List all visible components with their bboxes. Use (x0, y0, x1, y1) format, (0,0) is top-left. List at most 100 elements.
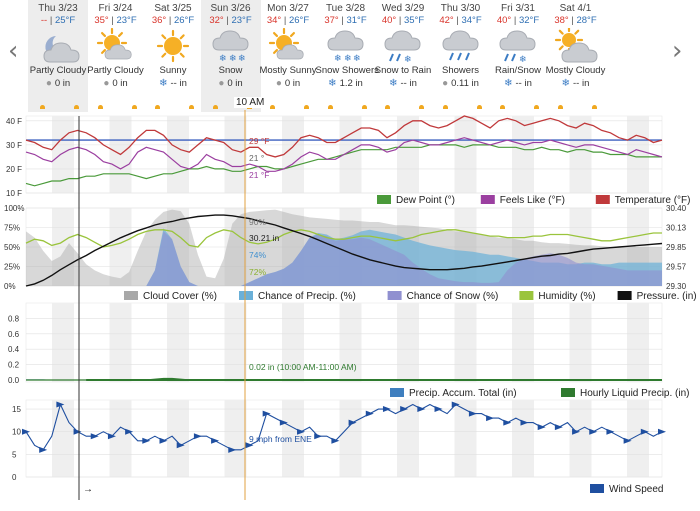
high-temp: 34° (266, 15, 282, 26)
day-condition: Partly Cloudy (29, 65, 87, 76)
night-shading (109, 303, 132, 382)
rain-drop-icon: ● (275, 78, 282, 89)
low-temp: 23°F (231, 15, 252, 26)
legend-swatch (561, 388, 575, 397)
night-shading (224, 303, 247, 382)
precip-value: 0 in (227, 78, 243, 89)
day-precip-amount: ● 0 in (201, 78, 261, 89)
day-condition: Partly Cloudy (87, 65, 144, 76)
wind-direction-arrow-icon (382, 406, 391, 413)
wind-direction-arrow-icon (640, 428, 649, 435)
rain-drop-icon: ● (103, 78, 110, 89)
day-card[interactable]: Sat 3/25 36° | 26°F Sunny ❄ -- in (143, 0, 203, 112)
day-precip-amount: ❄ 1.2 in (316, 78, 376, 89)
night-shading (224, 116, 247, 193)
y-tick-label-right: 29.57 (666, 263, 687, 272)
precip-value: -- in (170, 78, 187, 89)
temperature-readout: 29 °F (249, 136, 269, 146)
sun-marker (327, 105, 333, 109)
partly-cloudy-night-icon (36, 28, 80, 64)
y-tick-label-right: 30.40 (666, 204, 687, 213)
night-shading (627, 400, 649, 477)
next-days-arrow-icon[interactable]: › (672, 36, 683, 66)
wind-direction-arrow-icon (211, 437, 220, 444)
wind-direction-arrow-icon (520, 419, 529, 426)
day-card[interactable]: Mon 3/27 34° | 26°F Mostly Sunny ● 0 in (258, 0, 318, 112)
day-date: Sat 3/25 (154, 3, 192, 14)
legend-label: Cloud Cover (%) (143, 291, 217, 302)
wind-direction-arrow-icon (468, 410, 477, 417)
high-temp: 32° (209, 15, 224, 26)
rain-drop-icon: ● (442, 78, 449, 89)
wind-direction-arrow-icon (262, 410, 271, 417)
day-card[interactable]: Thu 3/23 -- | 25°F Partly Cloudy ● 0 in (28, 0, 88, 112)
wind-direction-arrow-icon (348, 419, 357, 426)
snowflake-icon: ❄ (159, 78, 168, 89)
legend-label: Pressure. (in) (637, 291, 697, 302)
day-condition: Snow to Rain (374, 65, 432, 76)
day-condition: Mostly Cloudy (545, 65, 606, 76)
y-tick-label: 10 F (6, 189, 22, 198)
wind-direction-arrow-icon (486, 415, 495, 422)
legend-swatch (390, 388, 404, 397)
svg-text:❄: ❄ (519, 54, 527, 64)
y-tick-label-right: 30.13 (666, 224, 687, 233)
day-card[interactable]: Tue 3/28 37° | 31°F ❄ ❄ ❄ Snow Showers ❄ 1.2 in (316, 0, 379, 112)
day-temperatures: 36° | 26°F (151, 15, 195, 26)
day-date: Sat 4/1 (559, 3, 592, 14)
night-shading (454, 116, 477, 193)
sun-marker (419, 105, 424, 109)
day-precip-amount: ● 0 in (258, 78, 318, 89)
previous-days-arrow-icon[interactable]: ‹ (8, 36, 19, 66)
day-card[interactable]: Sun 3/26 32° | 23°F ❄ ❄ ❄ Snow ● 0 in (200, 0, 261, 112)
wind-direction-arrow-icon (554, 424, 563, 431)
wind-direction-arrow-icon (297, 428, 306, 435)
night-shading (397, 116, 419, 193)
legend-swatch (377, 195, 391, 204)
wind-direction-arrow-icon (193, 433, 202, 440)
sun-marker (97, 105, 103, 109)
legend-swatch (617, 291, 632, 300)
y-tick-label: 0% (4, 282, 16, 291)
night-shading (569, 303, 592, 382)
wind-direction-arrow-icon (125, 428, 134, 435)
wind-direction-arrow-icon (22, 428, 30, 435)
day-card[interactable]: Fri 3/24 35° | 23°F Partly Cloudy ● 0 in (86, 0, 146, 112)
legend-swatch (595, 195, 610, 204)
day-card[interactable]: Wed 3/29 40° | 35°F ❄ Snow to Rain ❄ -- in (373, 0, 433, 112)
night-shading (397, 400, 419, 477)
wind-direction-arrow-icon (434, 406, 443, 413)
night-shading (569, 400, 592, 477)
wind-direction-arrow-icon (589, 428, 598, 435)
wind-direction-arrow-icon (142, 437, 151, 444)
y-tick-label: 40 F (6, 117, 22, 126)
day-card[interactable]: Sat 4/1 38° | 28°F Mostly Cloudy ❄ -- in (546, 0, 606, 112)
precip-value: 0 in (54, 78, 71, 89)
timeline-arrow-icon: → (83, 484, 93, 495)
wind-direction-arrow-icon (400, 406, 409, 413)
high-temp: 40° (381, 15, 397, 26)
day-card[interactable]: Fri 3/31 40° | 32°F ❄ Rain/Snow ❄ -- in (488, 0, 548, 112)
high-temp: 35° (94, 15, 109, 26)
legend-label: Wind Speed (609, 484, 663, 495)
night-shading (512, 400, 534, 477)
night-shading (224, 400, 247, 477)
day-card[interactable]: Thu 3/30 42° | 34°F Showers ● 0.11 in (431, 0, 491, 112)
day-date: Tue 3/28 (325, 3, 366, 14)
precip-value: -- in (515, 78, 532, 89)
legend-swatch (239, 291, 253, 300)
sun-marker (189, 105, 194, 109)
chance-precip-readout: 74% (249, 250, 266, 260)
day-condition: Mostly Sunny (259, 65, 317, 76)
night-shading (627, 116, 649, 193)
wind-direction-arrow-icon (606, 428, 615, 435)
rain-drop-icon: ● (218, 78, 225, 89)
feels-like-readout: 21 °F (249, 170, 269, 180)
day-precip-amount: ❄ -- in (373, 78, 433, 89)
night-shading (454, 303, 477, 382)
sun-marker (500, 105, 505, 109)
y-tick-label-right: 29.30 (666, 282, 687, 291)
y-tick-label: 10 (12, 428, 21, 437)
snow-icon: ❄ ❄ ❄ (209, 28, 253, 64)
wind-direction-arrow-icon (331, 437, 340, 444)
